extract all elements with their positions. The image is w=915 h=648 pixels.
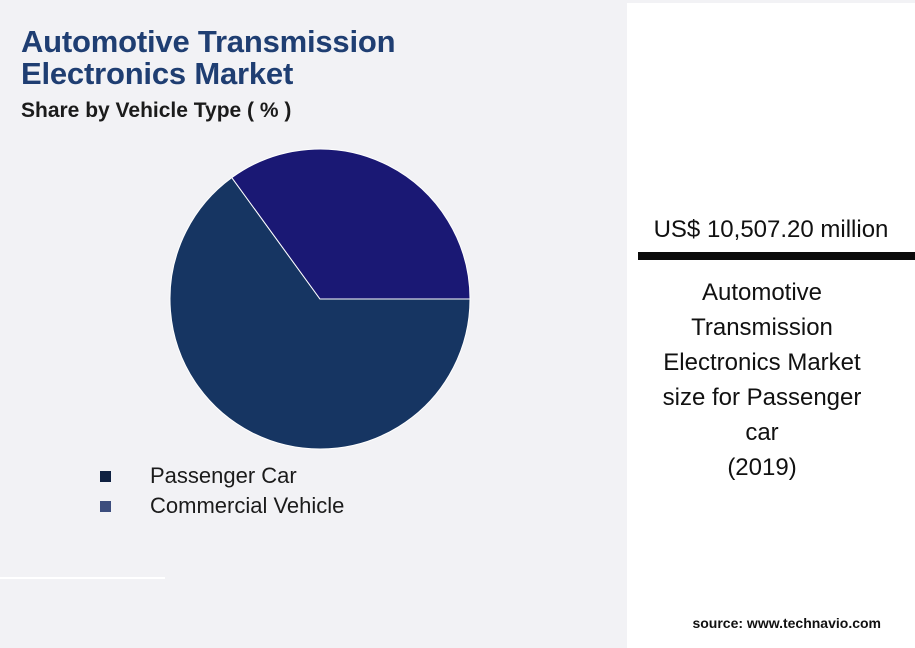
legend-swatch [100,470,111,482]
kpi-caption-line: size for Passenger [662,384,862,411]
legend-item: Commercial Vehicle [100,491,344,521]
chart-subtitle: Share by Vehicle Type ( % ) [21,99,292,122]
kpi-value: US$ 10,507.20 million [653,216,889,243]
kpi-caption-line: Automotive [701,279,823,306]
pie-chart [160,139,480,459]
legend-item: Passenger Car [100,461,344,491]
pie-chart-svg [169,148,471,450]
kpi-divider [638,252,915,260]
legend-label: Passenger Car [150,463,297,488]
kpi-caption-line: car [745,419,779,446]
kpi-caption-line: Electronics Market [663,349,861,376]
chart-title: Automotive Transmission Electronics Mark… [21,24,396,91]
kpi-panel: US$ 10,507.20 million Automotive Transmi… [627,3,915,648]
kpi-caption-line: Transmission [691,314,833,341]
divider [0,577,165,579]
chart-panel: Automotive Transmission Electronics Mark… [0,24,480,579]
source-credit: source: www.technavio.com [692,615,881,631]
kpi-caption: Automotive Transmission Electronics Mark… [631,275,893,485]
pie-slice-commercial-vehicle [231,148,471,300]
legend-swatch [100,500,111,512]
kpi-caption-line: (2019) [727,454,797,481]
chart-legend: Passenger Car Commercial Vehicle [100,461,344,521]
legend-label: Commercial Vehicle [150,493,345,518]
pie-slice-passenger-car [169,176,471,450]
